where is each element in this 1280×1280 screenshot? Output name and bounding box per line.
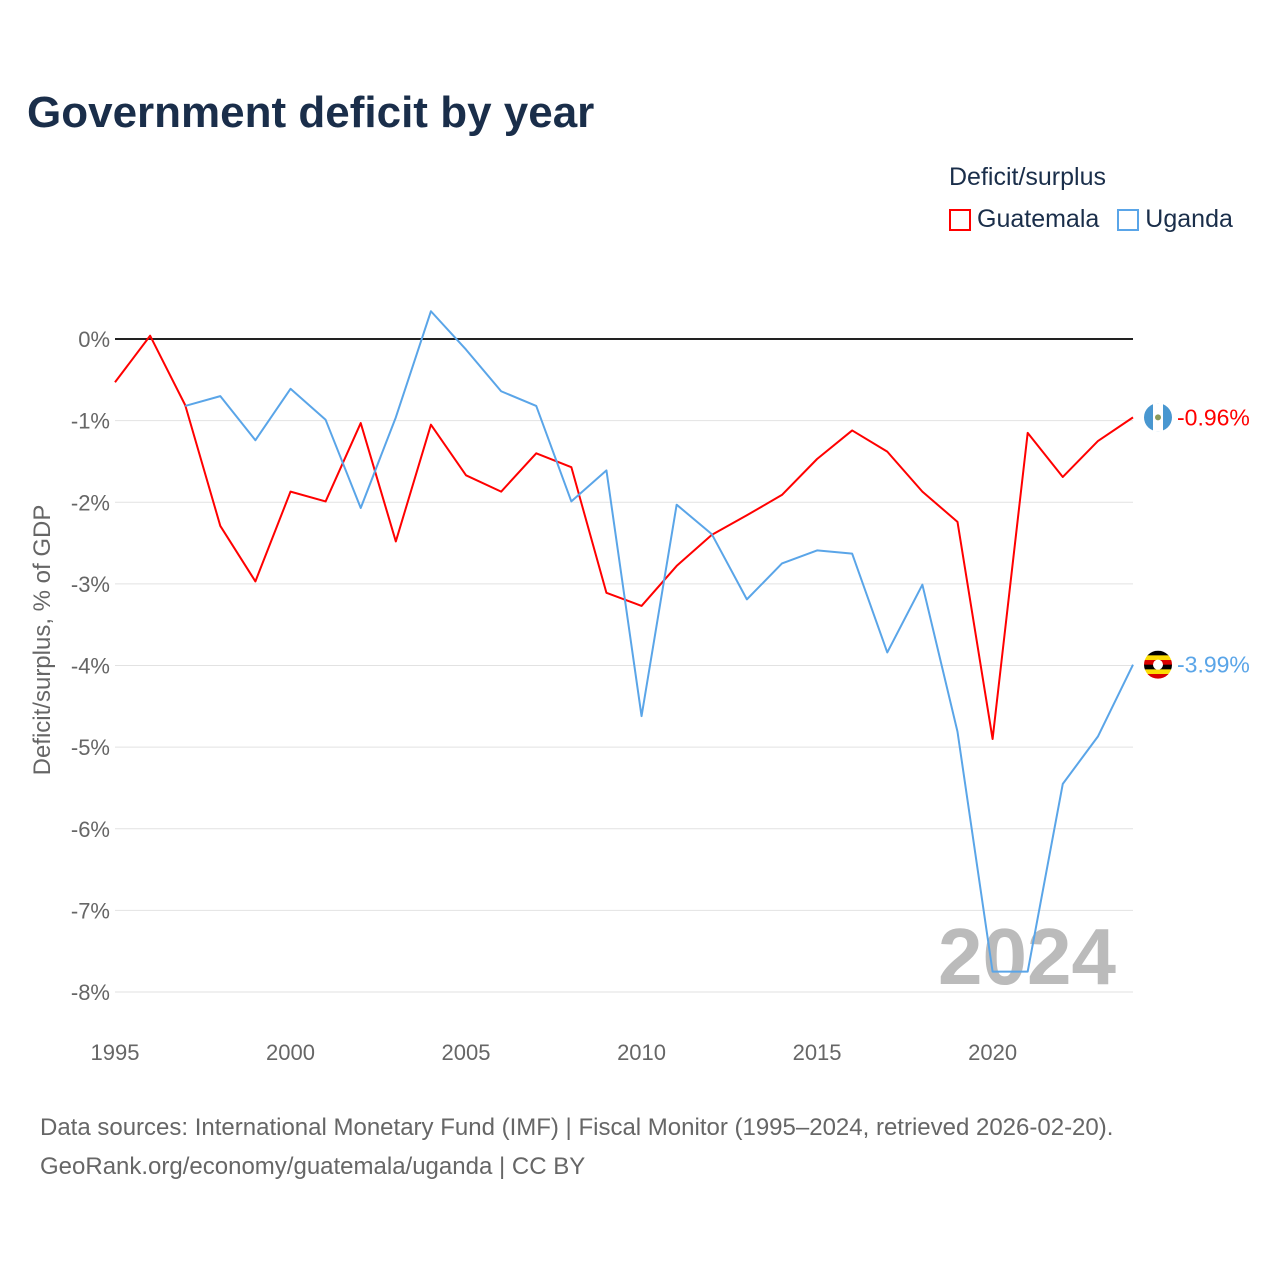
legend-item-uganda[interactable]: Uganda xyxy=(1117,205,1233,234)
source-line-1: Data sources: International Monetary Fun… xyxy=(40,1114,1114,1141)
year-watermark: 2024 xyxy=(938,912,1116,1001)
y-tick-label: -8% xyxy=(71,980,110,1005)
legend-label: Guatemala xyxy=(977,205,1100,233)
series-line-uganda xyxy=(184,310,1134,973)
flag-emblem xyxy=(1153,659,1163,670)
y-tick-label: -1% xyxy=(71,409,110,434)
y-tick-label: 0% xyxy=(78,327,110,352)
legend-title: Deficit/surplus xyxy=(949,163,1106,191)
y-tick-label: -4% xyxy=(71,654,110,679)
legend-label: Uganda xyxy=(1145,205,1233,233)
legend: Guatemala Uganda xyxy=(949,205,1233,234)
y-tick-label: -6% xyxy=(71,817,110,842)
legend-item-guatemala[interactable]: Guatemala xyxy=(949,205,1099,234)
source-note: Data sources: International Monetary Fun… xyxy=(40,1108,1113,1186)
flag-stripe xyxy=(1144,650,1172,656)
y-tick-label: -7% xyxy=(71,898,110,923)
x-tick-label: 2005 xyxy=(442,1040,491,1065)
flag-stripe xyxy=(1144,669,1172,675)
series-line-guatemala xyxy=(114,334,1134,740)
flag-uganda-icon xyxy=(1144,650,1172,679)
chart-title: Government deficit by year xyxy=(27,88,595,137)
x-tick-label: 1995 xyxy=(91,1040,140,1065)
y-axis-label: Deficit/surplus, % of GDP xyxy=(29,505,56,776)
flag-stripe xyxy=(1144,655,1172,661)
x-tick-label: 2010 xyxy=(617,1040,666,1065)
flag-stripe xyxy=(1144,674,1172,679)
flag-guatemala-icon xyxy=(1144,403,1172,432)
legend-swatch-uganda xyxy=(1117,208,1140,231)
legend-swatch-guatemala xyxy=(949,208,971,231)
y-tick-label: -3% xyxy=(71,572,110,597)
source-line-2[interactable]: GeoRank.org/economy/guatemala/uganda | C… xyxy=(40,1153,586,1180)
y-tick-label: -5% xyxy=(71,735,110,760)
end-value-label: -3.99% xyxy=(1177,652,1250,678)
flag-emblem xyxy=(1155,414,1161,421)
x-tick-label: 2000 xyxy=(266,1040,315,1065)
x-tick-label: 2020 xyxy=(968,1040,1017,1065)
x-tick-label: 2015 xyxy=(793,1040,842,1065)
end-value-label: -0.96% xyxy=(1177,404,1250,430)
y-tick-label: -2% xyxy=(71,490,110,515)
